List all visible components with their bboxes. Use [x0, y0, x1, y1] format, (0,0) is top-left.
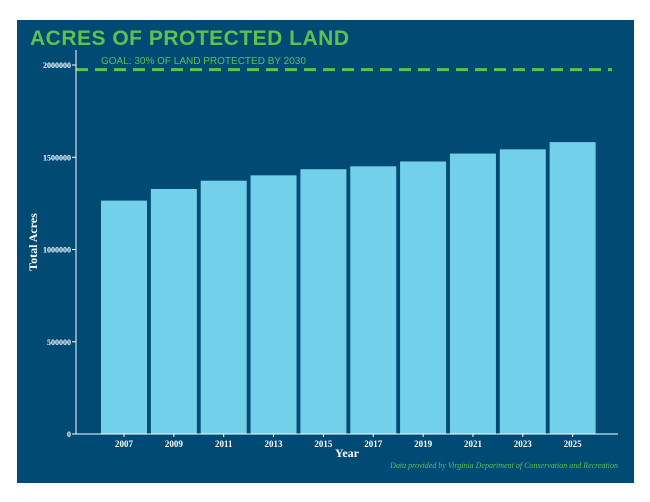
bar-2023 — [499, 149, 546, 434]
bar-2007 — [101, 200, 147, 434]
x-tick-label: 2013 — [265, 439, 284, 449]
x-tick-label: 2011 — [215, 439, 233, 449]
x-tick-label: 2007 — [115, 439, 134, 449]
x-tick-label: 2017 — [364, 439, 383, 449]
y-tick-label: 1000000 — [43, 246, 71, 255]
x-ticks-group: 2007 2009 2011 2013 2015 2017 2019 2021 2023 2025 — [115, 434, 582, 449]
y-tick-label: 500000 — [47, 338, 71, 347]
bar-2009 — [150, 188, 197, 434]
y-tick-label: 0 — [67, 430, 71, 439]
bar-2017 — [350, 166, 397, 434]
bar-2021 — [449, 153, 496, 434]
x-tick-label: 2023 — [514, 439, 533, 449]
bar-2013 — [250, 175, 297, 434]
bar-2015 — [300, 169, 347, 434]
x-tick-label: 2021 — [464, 439, 483, 449]
x-tick-label: 2025 — [564, 439, 583, 449]
source-note: Data provided by Virginia Department of … — [390, 461, 618, 470]
chart-title: ACRES OF PROTECTED LAND — [30, 27, 350, 50]
x-tick-label: 2009 — [165, 439, 184, 449]
goal-label: GOAL: 30% OF LAND PROTECTED BY 2030 — [101, 56, 306, 67]
y-ticks-group: 0 500000 1000000 1500000 2000000 — [43, 61, 76, 439]
y-tick-label: 1500000 — [43, 153, 71, 162]
y-tick-label: 2000000 — [43, 61, 71, 70]
y-axis-label: Total Acres — [26, 213, 40, 271]
x-axis-label: Year — [335, 446, 360, 460]
bar-2025 — [549, 142, 596, 434]
bar-2011 — [200, 180, 247, 434]
x-tick-label: 2015 — [314, 439, 333, 449]
bar-2019 — [400, 161, 447, 434]
x-tick-label: 2019 — [414, 439, 433, 449]
bars-group — [101, 142, 596, 434]
